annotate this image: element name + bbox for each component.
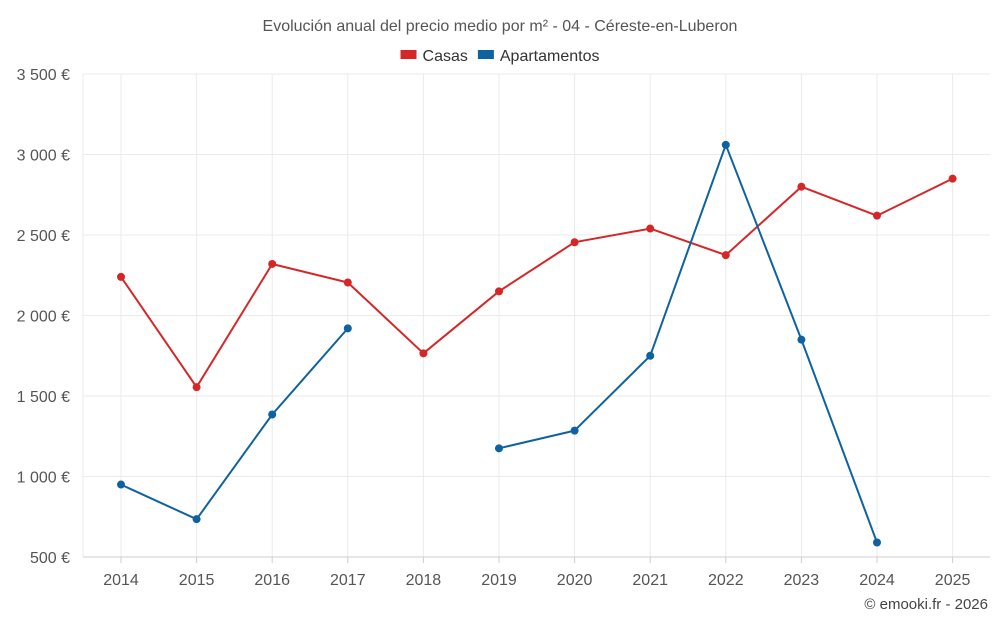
legend-item-apartamentos[interactable]: Apartamentos bbox=[477, 48, 600, 65]
series-line-apartamentos bbox=[120, 143, 878, 543]
axes: 500 € 1 000 € 1 500 € 2 000 € 2 500 € 3 000 €… bbox=[17, 67, 990, 589]
data-point-casas[interactable] bbox=[570, 238, 579, 247]
data-point-apartamentos[interactable] bbox=[721, 140, 730, 149]
data-point-apartamentos[interactable] bbox=[117, 480, 125, 489]
series-line-casas bbox=[120, 177, 954, 389]
data-point-casas[interactable] bbox=[646, 224, 655, 233]
data-point-casas[interactable] bbox=[948, 174, 957, 183]
x-tick-label: 2014 bbox=[103, 572, 139, 589]
x-tick-label: 2025 bbox=[935, 572, 971, 589]
x-tick-label: 2016 bbox=[254, 572, 290, 589]
x-tick-label: 2015 bbox=[179, 572, 215, 589]
data-point-apartamentos[interactable] bbox=[268, 410, 277, 419]
data-point-casas[interactable] bbox=[873, 211, 881, 220]
credit-text: © emooki.fr - 2026 bbox=[864, 596, 988, 613]
data-point-apartamentos[interactable] bbox=[797, 335, 806, 344]
y-tick-label: 3 500 € bbox=[17, 67, 70, 84]
data-point-apartamentos[interactable] bbox=[646, 351, 655, 360]
x-tick-label: 2022 bbox=[708, 572, 744, 589]
y-tick-label: 2 500 € bbox=[17, 228, 70, 245]
data-point-casas[interactable] bbox=[192, 383, 201, 392]
data-point-casas[interactable] bbox=[268, 259, 277, 268]
x-tick-label: 2019 bbox=[481, 572, 517, 589]
y-tick-label: 3 000 € bbox=[17, 148, 70, 165]
data-point-casas[interactable] bbox=[117, 272, 125, 281]
legend-swatch bbox=[400, 50, 417, 59]
data-point-casas[interactable] bbox=[343, 278, 352, 287]
legend-swatch bbox=[477, 50, 494, 59]
series-apartamentos bbox=[117, 140, 881, 547]
data-point-casas[interactable] bbox=[721, 251, 730, 260]
x-tick-label: 2024 bbox=[859, 572, 895, 589]
series-casas bbox=[117, 174, 957, 392]
y-tick-label: 500 € bbox=[30, 550, 70, 567]
series-layer bbox=[117, 140, 957, 547]
data-point-apartamentos[interactable] bbox=[192, 515, 201, 524]
data-point-apartamentos[interactable] bbox=[570, 426, 579, 435]
legend-label: Apartamentos bbox=[500, 48, 600, 65]
legend: Casas Apartamentos bbox=[400, 48, 600, 65]
legend-item-casas[interactable]: Casas bbox=[400, 48, 468, 65]
data-point-apartamentos[interactable] bbox=[873, 538, 881, 547]
data-point-apartamentos[interactable] bbox=[343, 324, 352, 333]
x-tick-label: 2018 bbox=[406, 572, 442, 589]
legend-label: Casas bbox=[423, 48, 468, 65]
data-point-apartamentos[interactable] bbox=[495, 444, 503, 453]
y-tick-label: 1 000 € bbox=[17, 470, 70, 487]
x-tick-label: 2020 bbox=[557, 572, 593, 589]
data-point-casas[interactable] bbox=[419, 349, 428, 358]
x-tick-label: 2021 bbox=[632, 572, 668, 589]
y-tick-label: 1 500 € bbox=[17, 389, 70, 406]
y-tick-label: 2 000 € bbox=[17, 309, 70, 326]
grid bbox=[82, 73, 990, 557]
chart-title: Evolución anual del precio medio por m² … bbox=[263, 18, 738, 35]
x-tick-label: 2017 bbox=[330, 572, 366, 589]
x-tick-label: 2023 bbox=[784, 572, 820, 589]
data-point-casas[interactable] bbox=[797, 182, 806, 191]
data-point-casas[interactable] bbox=[495, 287, 503, 296]
